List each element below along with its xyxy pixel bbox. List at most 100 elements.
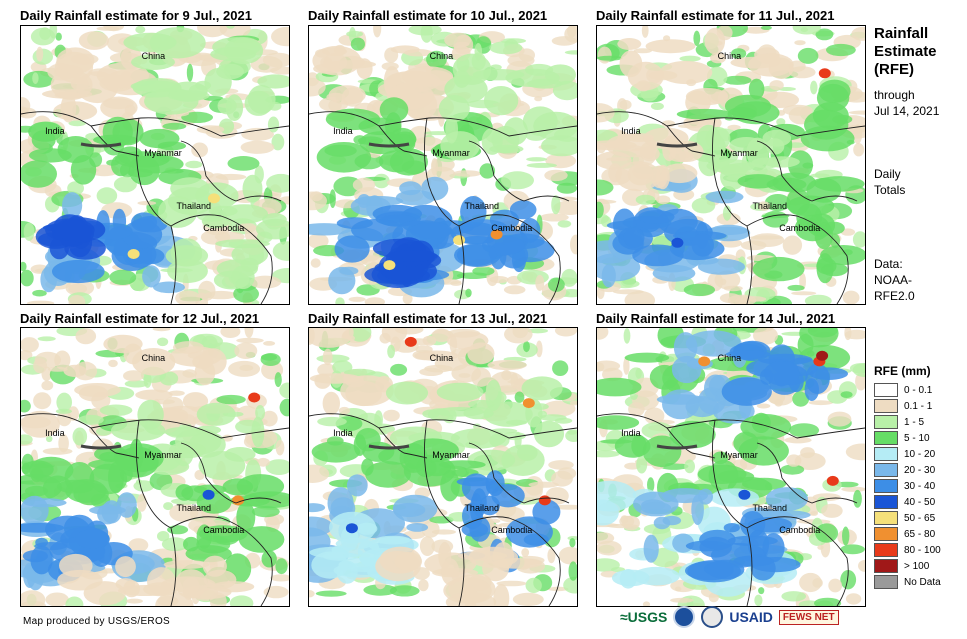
rain-patch [241, 127, 274, 141]
rain-patch [249, 275, 281, 289]
rain-blob [653, 516, 671, 530]
rain-patch [781, 591, 806, 602]
rain-patch [309, 77, 326, 97]
legend-swatch [874, 431, 898, 445]
rain-patch [558, 196, 577, 202]
rain-patch [858, 559, 865, 572]
legend-label: 50 - 65 [904, 512, 936, 524]
rain-patch [96, 187, 118, 205]
rain-patch [262, 52, 289, 68]
rain-blob [505, 68, 560, 88]
rain-blob [617, 38, 642, 50]
rain-patch [619, 99, 632, 110]
rain-hotspot [522, 398, 535, 409]
rain-patch [196, 125, 225, 134]
rain-patch [219, 26, 251, 38]
rain-patch [542, 400, 576, 417]
rain-patch [186, 63, 194, 82]
rain-patch [597, 328, 609, 340]
rain-patch [567, 430, 577, 435]
map-panel-jul11: China India Myanmar Thailand Cambodia [596, 25, 866, 305]
rain-patch [45, 435, 53, 443]
coastline [80, 444, 122, 450]
rain-blob [597, 480, 637, 512]
rain-patch [794, 40, 806, 46]
rain-blob [461, 522, 489, 537]
rain-blob [685, 90, 711, 115]
rain-blob [312, 45, 362, 76]
rain-blob [224, 37, 264, 65]
rain-patch [708, 592, 719, 603]
rain-patch [845, 593, 862, 605]
rain-patch [432, 328, 452, 343]
panel-title-jul12: Daily Rainfall estimate for 12 Jul., 202… [20, 311, 260, 326]
sidebar-data-source1: NOAA- [874, 273, 913, 287]
rain-blob [492, 558, 542, 569]
rain-blob [331, 545, 350, 555]
rainfall-map-svg [597, 26, 865, 304]
rain-patch [769, 80, 784, 91]
rain-blob [211, 581, 255, 593]
rain-blob [751, 157, 782, 169]
country-border [746, 516, 849, 606]
rain-patch [852, 363, 865, 377]
rain-patch [279, 382, 289, 399]
country-border [309, 111, 577, 137]
rain-patch [55, 408, 72, 414]
rain-blob [491, 484, 525, 508]
rain-patch [841, 486, 865, 492]
rain-blob [704, 27, 726, 55]
rain-patch [518, 48, 535, 62]
rain-patch [364, 297, 385, 304]
rain-blob [450, 428, 507, 449]
rain-patch [548, 460, 574, 470]
rain-patch [265, 459, 289, 475]
rain-blob [238, 526, 285, 553]
rain-patch [568, 561, 577, 581]
rain-blob [97, 503, 119, 525]
rain-patch [32, 289, 47, 297]
country-border [468, 442, 495, 479]
rain-patch [526, 157, 547, 162]
rain-patch [238, 222, 257, 232]
rain-blob [57, 569, 103, 591]
rain-patch [514, 391, 525, 403]
rain-patch [827, 411, 852, 427]
rain-patch [37, 336, 56, 342]
legend-swatch [874, 559, 898, 573]
rain-blob [351, 218, 404, 242]
rain-blob [78, 31, 109, 50]
rain-blob [685, 330, 742, 357]
rain-hotspot [671, 237, 684, 248]
rain-patch [556, 182, 577, 194]
country-label-india: India [621, 126, 641, 137]
rain-patch [162, 122, 187, 130]
rain-patch [431, 529, 456, 535]
rain-blob [462, 584, 477, 603]
coastline [656, 444, 698, 450]
panel-title-jul10: Daily Rainfall estimate for 10 Jul., 202… [308, 8, 548, 23]
rain-blob [645, 39, 696, 54]
rain-blob [541, 135, 577, 157]
legend-swatch [874, 415, 898, 429]
country-label-myanmar: Myanmar [432, 148, 470, 159]
rain-patch [597, 450, 620, 458]
rain-patch [788, 66, 816, 79]
panel-title-jul11: Daily Rainfall estimate for 11 Jul., 202… [596, 8, 835, 23]
country-label-thailand: Thailand [176, 503, 211, 514]
rain-patch [65, 279, 95, 297]
rain-blob [458, 550, 508, 561]
rain-blob [100, 96, 138, 119]
rain-patch [489, 41, 523, 55]
rain-patch [472, 266, 495, 276]
rain-blob [311, 441, 361, 463]
rain-patch [56, 392, 72, 412]
rain-blob [800, 125, 855, 152]
rain-blob [28, 456, 74, 484]
rain-blob [167, 90, 210, 102]
country-border [468, 140, 495, 177]
legend-item: 30 - 40 [874, 478, 941, 494]
rain-blob [134, 216, 168, 233]
rain-patch [271, 26, 289, 47]
rain-blob [461, 236, 494, 245]
